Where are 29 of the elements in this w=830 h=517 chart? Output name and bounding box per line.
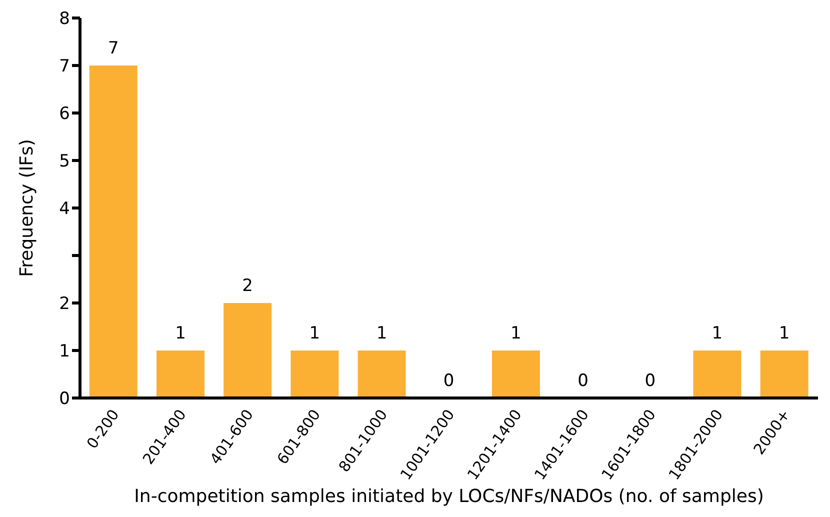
data-label: 7 (108, 38, 119, 58)
bar (156, 350, 204, 398)
bar (89, 66, 138, 398)
data-label: 0 (644, 371, 656, 391)
data-label: 0 (578, 371, 588, 391)
data-label: 1 (712, 324, 723, 344)
y-tick-label: 4 (59, 199, 70, 220)
data-label: 2 (242, 276, 253, 296)
y-tick-label: 7 (59, 56, 70, 77)
data-label: 1 (510, 324, 522, 344)
bar (224, 303, 272, 398)
y-tick-label: 2 (59, 294, 70, 314)
data-label: 1 (175, 324, 186, 344)
bar (760, 350, 808, 398)
bar (358, 350, 406, 398)
y-tick-label: 6 (59, 104, 70, 124)
y-tick-label: 8 (59, 9, 70, 30)
y-axis-title: Frequency (IFs) (16, 139, 38, 277)
y-tick-label: 0 (59, 389, 70, 410)
bar (492, 350, 540, 398)
x-axis-title: In-competition samples initiated by LOCs/NFs/NADOs (no. of samples) (134, 486, 764, 507)
data-label: 1 (778, 324, 790, 344)
y-tick-label: 1 (59, 342, 70, 362)
y-tick-label: 5 (59, 152, 70, 172)
data-label: 1 (376, 324, 388, 344)
bar (290, 350, 339, 398)
bar (693, 350, 742, 398)
data-label: 1 (309, 324, 320, 344)
data-label: 0 (443, 371, 454, 391)
